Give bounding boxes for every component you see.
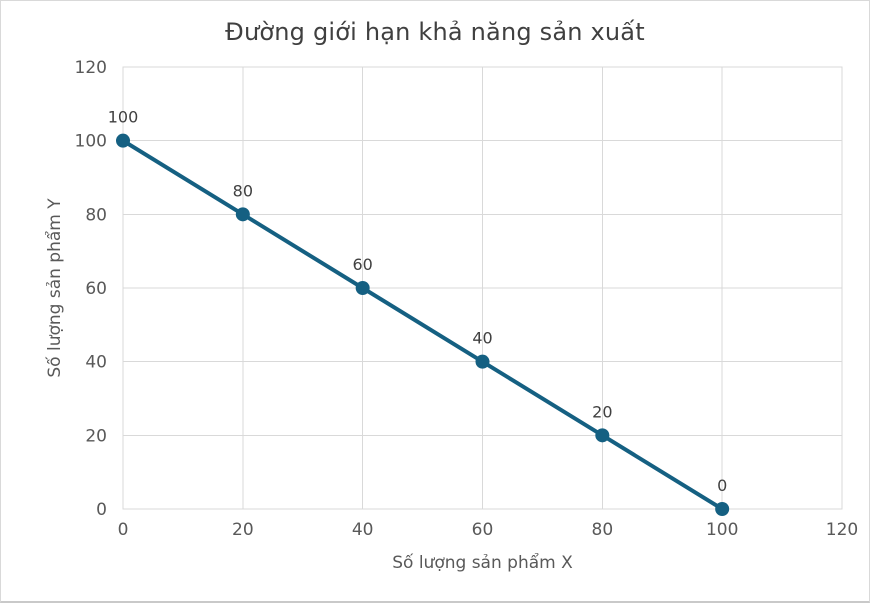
y-tick-label: 60 [85, 279, 107, 299]
x-tick-label: 60 [472, 520, 494, 540]
x-tick-label: 0 [118, 520, 129, 540]
data-point-marker [116, 133, 130, 148]
data-point-label: 100 [108, 108, 139, 127]
y-tick-label: 20 [85, 426, 107, 446]
chart-title: Đường giới hạn khả năng sản xuất [225, 18, 645, 46]
plot-border [122, 66, 843, 510]
y-tick-label: 0 [96, 500, 107, 520]
y-tick-label: 80 [85, 205, 107, 225]
x-tick-label: 20 [232, 520, 254, 540]
data-point-label: 60 [352, 255, 372, 274]
x-axis-title: Số lượng sản phẩm X [392, 553, 573, 573]
x-tick-label: 100 [706, 520, 738, 540]
data-point-label: 80 [233, 181, 253, 200]
x-tick-label: 80 [592, 520, 614, 540]
data-point-marker [715, 502, 730, 516]
data-point-label: 40 [472, 329, 492, 348]
data-point-marker [235, 207, 250, 222]
x-tick-label: 120 [826, 520, 858, 540]
data-point-marker [355, 281, 370, 295]
data-point-label: 0 [717, 476, 727, 495]
series-line [121, 138, 725, 511]
y-tick-label: 120 [75, 58, 107, 78]
y-tick-label: 100 [75, 132, 107, 152]
data-point-marker [475, 354, 490, 369]
x-tick-label: 40 [352, 520, 374, 540]
data-point-marker [595, 428, 610, 443]
y-tick-label: 40 [85, 353, 107, 373]
data-point-label: 20 [592, 402, 612, 421]
